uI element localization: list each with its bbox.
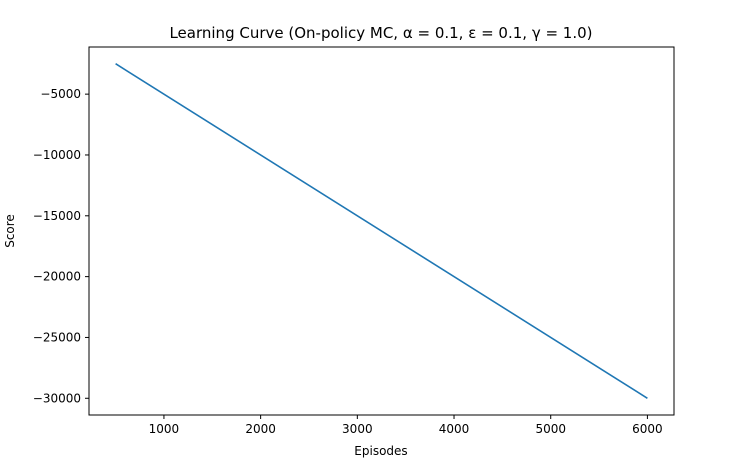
- plot-frame: [88, 46, 675, 416]
- x-tick-label: 6000: [632, 422, 663, 436]
- y-tick-label: −30000: [33, 391, 81, 405]
- x-axis-label: Episodes: [354, 444, 407, 458]
- chart-title: Learning Curve (On-policy MC, α = 0.1, ε…: [169, 24, 592, 42]
- x-tick-label: 3000: [342, 422, 373, 436]
- y-tick-label: −25000: [33, 330, 81, 344]
- y-ticks: −5000 −10000 −15000 −20000 −25000 −30000: [33, 87, 89, 405]
- x-tick-label: 4000: [439, 422, 470, 436]
- x-tick-label: 1000: [149, 422, 180, 436]
- series-layer: [115, 63, 648, 399]
- y-tick-label: −20000: [33, 270, 81, 284]
- x-tick-label: 2000: [245, 422, 276, 436]
- y-axis-label: Score: [3, 214, 17, 248]
- y-tick-label: −15000: [33, 209, 81, 223]
- y-tick-label: −10000: [33, 148, 81, 162]
- x-tick-label: 5000: [535, 422, 566, 436]
- series-line-0: [115, 63, 648, 399]
- y-tick-label: −5000: [40, 87, 81, 101]
- x-ticks: 1000 2000 3000 4000 5000 6000: [149, 415, 663, 436]
